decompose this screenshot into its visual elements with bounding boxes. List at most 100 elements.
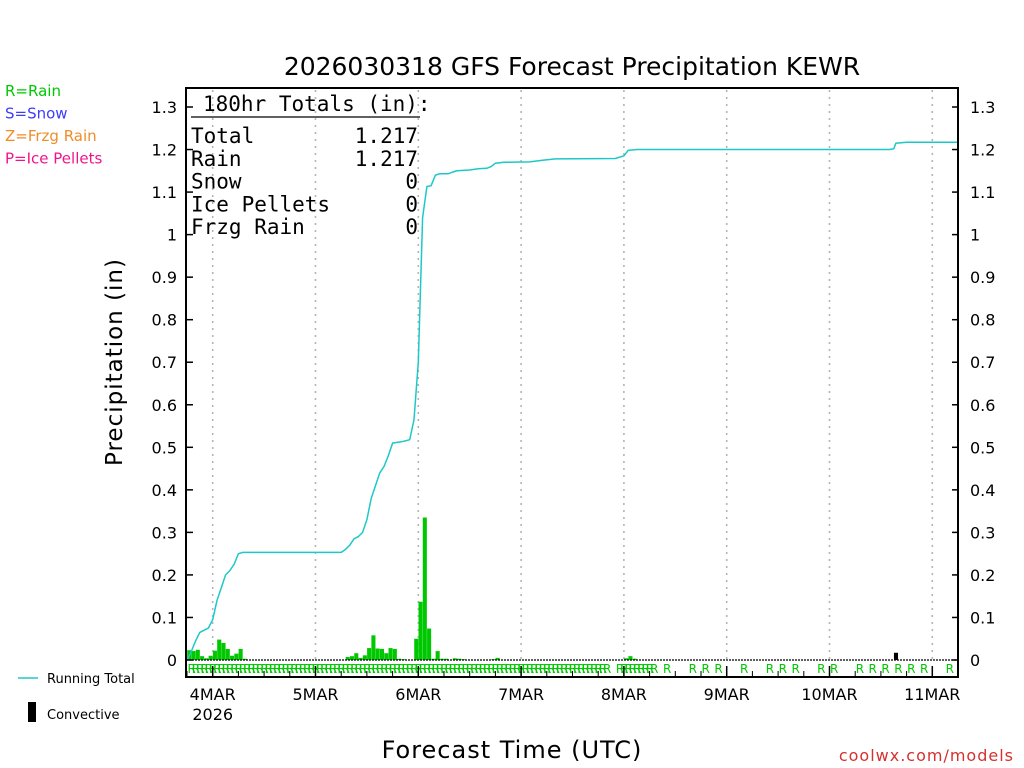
rain-marker: R	[440, 662, 448, 676]
rain-marker: R	[406, 662, 414, 676]
legend-frzg-rain: Z=Frzg Rain	[5, 127, 97, 145]
rain-marker: R	[462, 662, 470, 676]
y-tick-label-right: 1.2	[970, 141, 995, 160]
rain-marker: R	[402, 662, 410, 676]
rain-bar	[371, 635, 376, 660]
rain-marker: R	[560, 662, 568, 676]
site-credit: coolwx.com/models	[839, 746, 1014, 765]
rain-marker: R	[509, 662, 517, 676]
rain-marker: R	[907, 662, 915, 676]
rain-bar	[457, 658, 462, 660]
rain-marker: R	[316, 662, 324, 676]
rain-marker: R	[213, 662, 221, 676]
rain-marker: R	[946, 662, 954, 676]
rain-bar	[217, 639, 222, 660]
totals-value: 1.217	[355, 147, 418, 171]
x-tick-label: 7MAR	[498, 685, 544, 704]
rain-marker: R	[260, 662, 268, 676]
rain-bar	[431, 658, 436, 660]
totals-label: Ice Pellets	[191, 192, 330, 216]
rain-marker: R	[526, 662, 534, 676]
rain-bar	[234, 653, 239, 660]
y-axis: 0 00.1 0.10.2 0.20.3 0.30.4 0.40.5 0.50.6 0.60.…	[152, 98, 996, 670]
rain-marker: R	[355, 662, 363, 676]
rain-marker: R	[466, 662, 474, 676]
rain-marker: R	[603, 662, 611, 676]
rain-marker: R	[663, 662, 671, 676]
rain-bar	[345, 657, 350, 660]
y-tick-label-left: 0.5	[152, 438, 177, 457]
rain-marker: R	[226, 662, 234, 676]
rain-bar	[632, 658, 637, 660]
rain-marker: R	[445, 662, 453, 676]
rain-marker: R	[273, 662, 281, 676]
rain-marker: R	[200, 662, 208, 676]
x-tick-label: 9MAR	[704, 685, 750, 704]
rain-marker: R	[342, 662, 350, 676]
rain-marker: R	[637, 662, 645, 676]
rain-marker: R	[564, 662, 572, 676]
rain-marker: R	[577, 662, 585, 676]
totals-value: 0	[405, 170, 418, 194]
x-axis-label: Forecast Time (UTC)	[382, 736, 643, 764]
rain-marker: R	[470, 662, 478, 676]
rain-marker: R	[492, 662, 500, 676]
rain-marker: R	[552, 662, 560, 676]
rain-marker: R	[573, 662, 581, 676]
y-tick-label-right: 1.1	[970, 183, 995, 202]
rain-marker: R	[188, 662, 196, 676]
x-tick-label: 5MAR	[292, 685, 338, 704]
rain-marker: R	[333, 662, 341, 676]
rain-marker: R	[530, 662, 538, 676]
rain-marker: R	[397, 662, 405, 676]
rain-marker: R	[740, 662, 748, 676]
y-tick-label-left: 1	[167, 226, 177, 245]
rain-marker: R	[252, 662, 260, 676]
rain-marker: R	[376, 662, 384, 676]
rain-marker: R	[389, 662, 397, 676]
rain-marker: R	[337, 662, 345, 676]
running-total-line	[186, 141, 958, 661]
rain-bar	[349, 656, 355, 660]
y-tick-label-right: 0.1	[970, 608, 995, 627]
rain-marker: R	[205, 662, 213, 676]
rain-marker: R	[766, 662, 774, 676]
rain-bar	[195, 649, 200, 660]
rain-marker: R	[303, 662, 311, 676]
rain-marker: R	[419, 662, 427, 676]
rain-marker: R	[256, 662, 264, 676]
x-tick-label: 6MAR	[395, 685, 441, 704]
rain-bar	[384, 653, 389, 660]
plot-frame	[185, 87, 959, 678]
rain-marker: R	[325, 662, 333, 676]
rain-bar	[628, 656, 633, 660]
rain-bar	[375, 648, 380, 660]
x-tick-label: 10MAR	[801, 685, 857, 704]
totals-label: Frzg Rain	[191, 215, 305, 239]
rain-marker: R	[410, 662, 418, 676]
rain-marker: R	[474, 662, 482, 676]
rain-marker: R	[479, 662, 487, 676]
rain-bar	[358, 657, 363, 660]
rain-marker: R	[624, 662, 632, 676]
rain-bar	[367, 648, 372, 660]
rain-bar	[388, 648, 393, 660]
rain-bar	[379, 648, 385, 660]
y-tick-label-left: 0.4	[152, 481, 177, 500]
rain-marker: R	[265, 662, 273, 676]
rain-bar	[418, 601, 423, 660]
y-tick-label-right: 0.2	[970, 566, 995, 585]
totals-value: 0	[405, 192, 418, 216]
rain-marker: R	[830, 662, 838, 676]
legend-rain: R=Rain	[5, 82, 61, 100]
rain-marker: R	[367, 662, 375, 676]
x-tick-label: 11MAR	[904, 685, 960, 704]
y-tick-label-left: 1.3	[152, 98, 177, 117]
y-tick-label-right: 0.7	[970, 353, 995, 372]
y-tick-label-right: 0.4	[970, 481, 995, 500]
rain-bar	[230, 655, 235, 660]
rain-bar	[452, 658, 457, 660]
rain-marker: R	[295, 662, 303, 676]
